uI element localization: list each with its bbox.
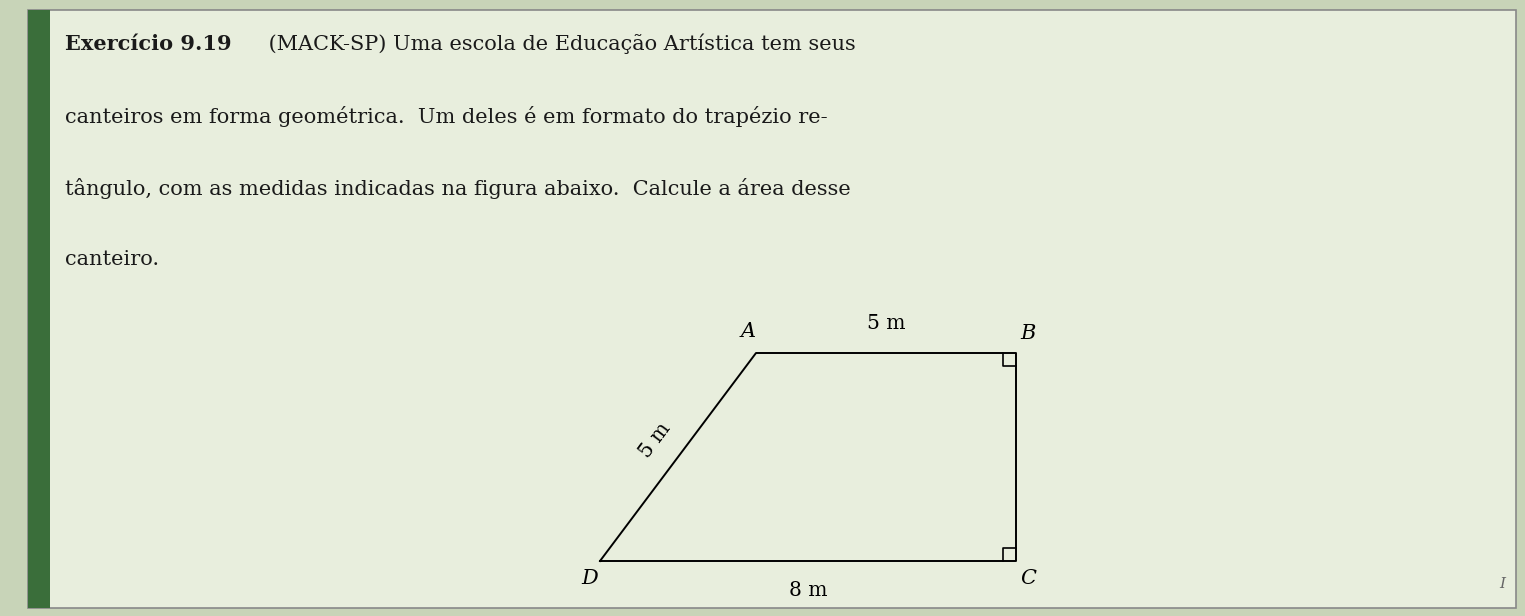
- Text: tângulo, com as medidas indicadas na figura abaixo.  Calcule a área desse: tângulo, com as medidas indicadas na fig…: [66, 178, 851, 199]
- Text: C: C: [1020, 569, 1035, 588]
- Text: A: A: [741, 322, 755, 341]
- Text: I: I: [1499, 577, 1505, 591]
- Text: canteiros em forma geométrica.  Um deles é em formato do trapézio re-: canteiros em forma geométrica. Um deles …: [66, 106, 828, 127]
- Text: Exercício 9.19: Exercício 9.19: [66, 34, 232, 54]
- Text: B: B: [1020, 324, 1035, 343]
- Text: 5 m: 5 m: [866, 314, 906, 333]
- Text: canteiro.: canteiro.: [66, 250, 159, 269]
- Text: D: D: [581, 569, 598, 588]
- Text: 5 m: 5 m: [636, 419, 674, 461]
- Text: (MACK-SP) Uma escola de Educação Artística tem seus: (MACK-SP) Uma escola de Educação Artísti…: [262, 34, 856, 54]
- Bar: [27, 10, 50, 608]
- Text: 8 m: 8 m: [788, 581, 827, 600]
